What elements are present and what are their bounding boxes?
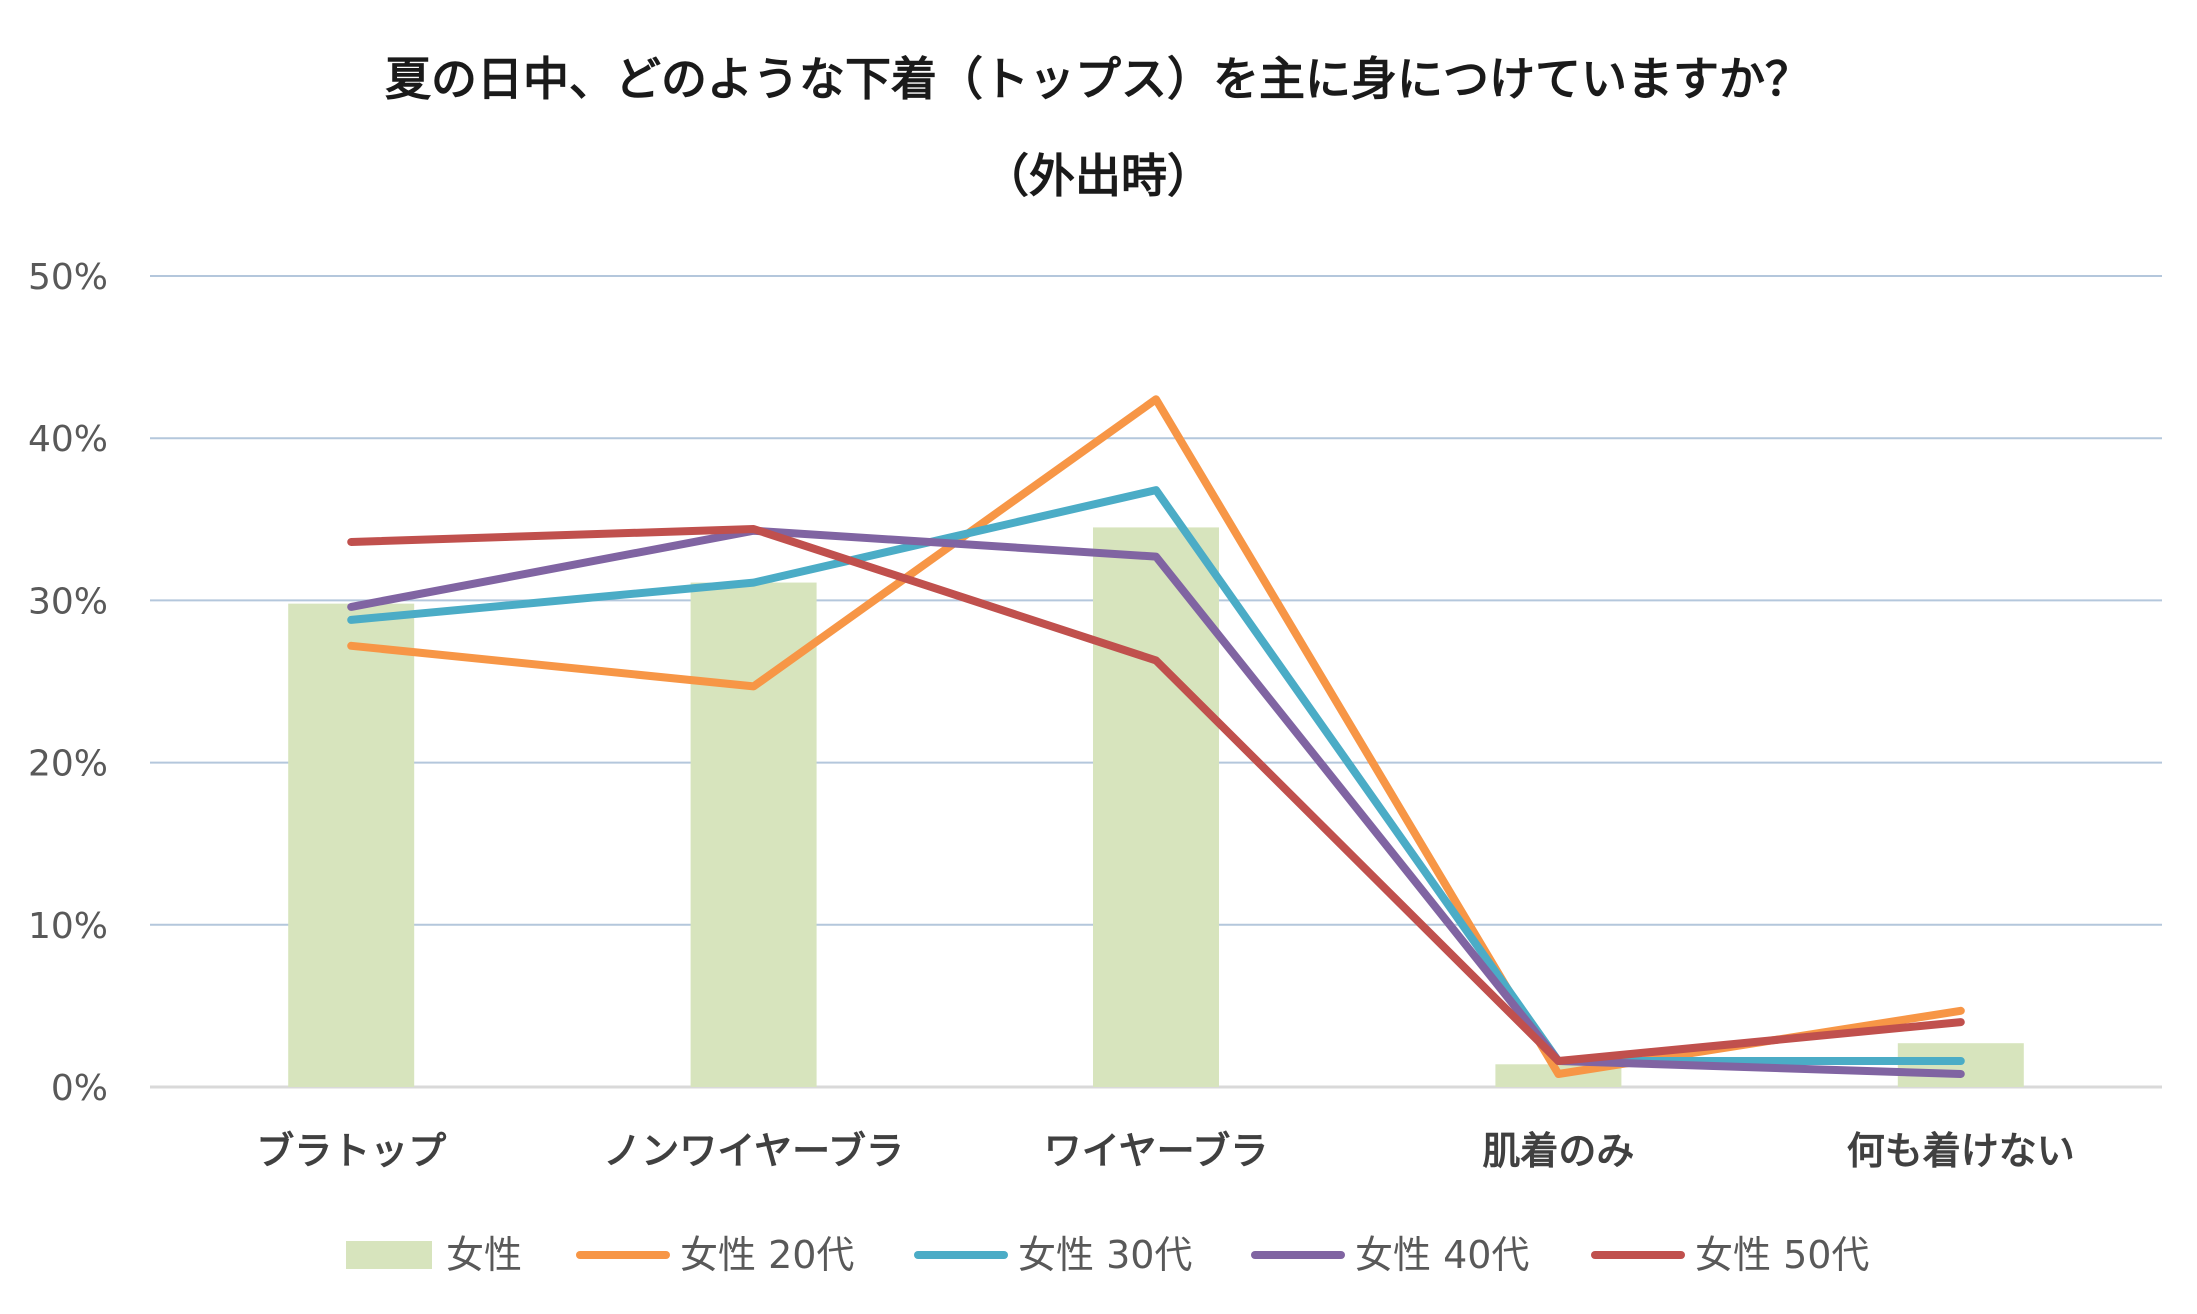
y-axis-ticks: 0% 10% 20% 30% 40% 50% — [28, 257, 108, 1109]
chart-title: 夏の日中、どのような下着（トップス）を主に身につけていますか？ — [385, 52, 1811, 106]
legend: 女性 女性 20代 女性 30代 女性 40代 女性 50代 — [346, 1233, 1869, 1277]
y-tick-label: 50% — [28, 257, 108, 298]
series-line — [347, 486, 1965, 1065]
x-category-label: 肌着のみ — [1482, 1129, 1634, 1173]
bar — [1897, 1043, 2024, 1087]
bar-series — [288, 527, 2024, 1087]
bar — [1093, 527, 1219, 1087]
x-category-label: ワイヤーブラ — [1044, 1129, 1269, 1173]
legend-label: 女性 40代 — [1355, 1233, 1529, 1277]
y-tick-label: 0% — [51, 1068, 108, 1109]
series-line — [347, 526, 1965, 1078]
x-category-label: ノンワイヤーブラ — [603, 1129, 904, 1173]
x-category-label: 何も着けない — [1847, 1129, 2075, 1173]
legend-label: 女性 — [446, 1233, 522, 1277]
legend-label: 女性 30代 — [1018, 1233, 1192, 1277]
y-tick-label: 20% — [28, 744, 108, 785]
series-line — [347, 395, 1965, 1078]
x-axis-categories: ブラトップ ノンワイヤーブラ ワイヤーブラ 肌着のみ 何も着けない — [256, 1129, 2075, 1173]
legend-swatch — [346, 1241, 432, 1269]
x-category-label: ブラトップ — [256, 1129, 446, 1173]
bar — [690, 582, 817, 1087]
bar — [288, 603, 415, 1087]
line-series — [347, 395, 1965, 1078]
legend-label: 女性 20代 — [680, 1233, 854, 1277]
y-tick-label: 30% — [28, 581, 108, 622]
series-line — [347, 525, 1965, 1065]
y-tick-label: 10% — [28, 906, 108, 947]
y-tick-label: 40% — [28, 419, 108, 460]
legend-label: 女性 50代 — [1695, 1233, 1869, 1277]
chart-subtitle: （外出時） — [983, 149, 1213, 203]
